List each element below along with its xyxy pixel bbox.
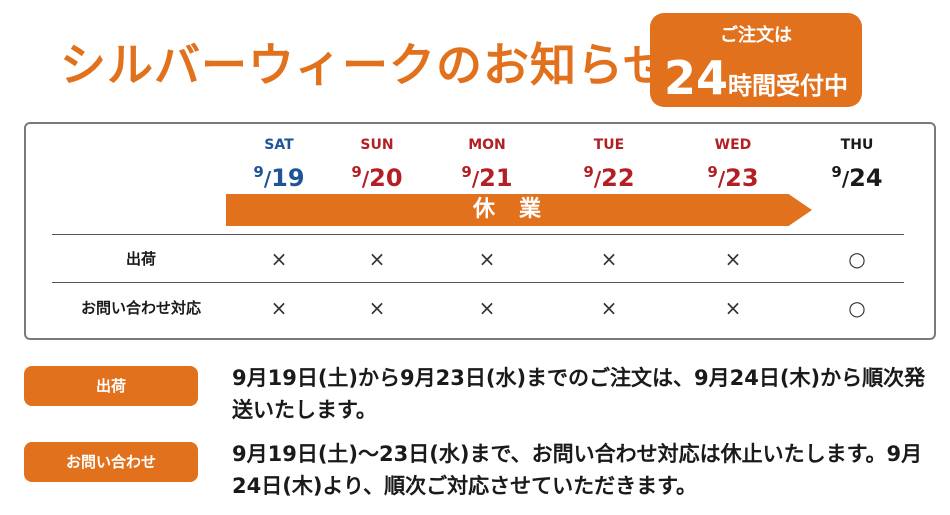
badge-line2: 24時間受付中 — [650, 53, 862, 103]
badge-unit: 時間受付中 — [728, 72, 848, 100]
row-label-shipping: 出荷 — [125, 250, 156, 268]
status-mark: × — [600, 296, 618, 320]
day-column-tue: TUE 9/22 — [554, 136, 664, 192]
day-column-sun: SUN 9/20 — [322, 136, 432, 192]
day-column-thu: THU 9/24 — [802, 136, 912, 192]
date-label: 9/23 — [707, 163, 759, 192]
page-title: シルバーウィークのお知らせ — [60, 38, 671, 92]
row-divider — [52, 234, 904, 235]
notice-text-inquiry: 9月19日(土)～23日(水)まで、お問い合わせ対応は休止いたします。9月24日… — [232, 442, 923, 498]
date-label: 9/21 — [461, 163, 513, 192]
day-of-week: MON — [468, 137, 506, 153]
date-label: 9/24 — [831, 163, 883, 192]
badge-line1: ご注文は — [720, 25, 792, 46]
day-column-sat: SAT 9/19 — [224, 136, 334, 192]
badge-number: 24 — [663, 51, 728, 105]
day-of-week: THU — [840, 137, 874, 153]
notice-label-shipping: 出荷 — [24, 366, 198, 406]
day-of-week: TUE — [593, 137, 625, 153]
order-hours-badge: ご注文は 24時間受付中 — [650, 13, 862, 107]
status-mark: × — [724, 247, 742, 271]
day-of-week: WED — [714, 137, 752, 153]
day-of-week: SUN — [360, 137, 394, 153]
day-column-mon: MON 9/21 — [432, 136, 542, 192]
status-mark: × — [478, 296, 496, 320]
notice-label-inquiry: お問い合わせ — [24, 442, 198, 482]
notice-text-shipping: 9月19日(土)から9月23日(水)までのご注文は、9月24日(木)から順次発送… — [232, 366, 926, 422]
holiday-schedule-table: SAT 9/19 SUN 9/20 MON 9/21 TUE 9/22 WED … — [24, 122, 936, 340]
date-label: 9/22 — [583, 163, 635, 192]
status-mark: × — [270, 247, 288, 271]
status-mark: × — [368, 247, 386, 271]
status-mark: ○ — [848, 296, 866, 320]
date-label: 9/20 — [351, 163, 403, 192]
row-label-inquiry: お問い合わせ対応 — [80, 299, 201, 317]
status-mark: × — [270, 296, 288, 320]
status-mark: ○ — [848, 247, 866, 271]
day-of-week: SAT — [264, 137, 294, 153]
date-label: 9/19 — [253, 163, 305, 192]
holiday-arrow-band: 休業 — [226, 194, 812, 226]
day-column-wed: WED 9/23 — [678, 136, 788, 192]
status-mark: × — [478, 247, 496, 271]
status-mark: × — [368, 296, 386, 320]
status-mark: × — [600, 247, 618, 271]
status-mark: × — [724, 296, 742, 320]
row-divider — [52, 282, 904, 283]
